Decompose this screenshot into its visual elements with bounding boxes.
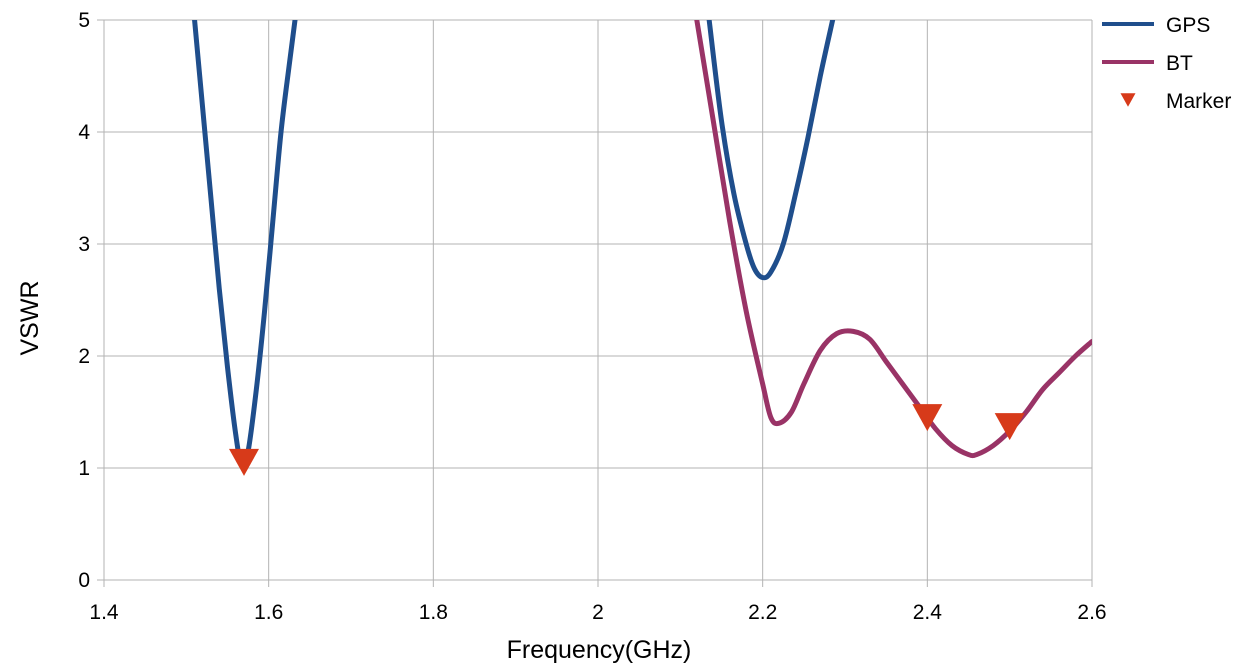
y-tick-label: 2 <box>78 345 90 368</box>
grid <box>103 19 1093 581</box>
y-tick-label: 4 <box>78 121 90 144</box>
y-tick-label: 0 <box>78 569 90 592</box>
series-line-gps <box>706 20 836 281</box>
legend: GPS BT Marker <box>1102 14 1231 113</box>
y-axis-title: VSWR <box>16 281 44 356</box>
legend-label-marker: Marker <box>1166 90 1231 113</box>
x-axis-title: Frequency(GHz) <box>507 636 692 664</box>
x-tick-label: 1.8 <box>419 601 448 624</box>
legend-label-bt: BT <box>1166 52 1193 75</box>
legend-swatch-marker <box>1120 93 1136 107</box>
x-tick-label: 1.6 <box>254 601 283 624</box>
axes: 0 1 2 3 4 5 1.4 1.6 1.8 2 2.2 2.4 2.6 <box>78 9 1106 624</box>
x-tick-label: 2 <box>592 601 604 624</box>
y-tick-label: 1 <box>78 457 90 480</box>
series-layer <box>192 20 1092 468</box>
x-tick-label: 2.4 <box>913 601 943 624</box>
y-tick-label: 3 <box>78 233 90 256</box>
series-line-bt <box>694 20 1092 459</box>
legend-label-gps: GPS <box>1166 14 1210 37</box>
x-tick-label: 2.2 <box>748 601 777 624</box>
marker-point <box>912 404 943 432</box>
marker-point <box>229 448 259 476</box>
x-tick-label: 2.6 <box>1077 601 1106 624</box>
marker-layer <box>229 404 1025 476</box>
x-tick-label: 1.4 <box>89 601 119 624</box>
series-line-gps <box>192 20 298 468</box>
y-tick-label: 5 <box>78 9 90 32</box>
marker-point <box>994 413 1025 441</box>
